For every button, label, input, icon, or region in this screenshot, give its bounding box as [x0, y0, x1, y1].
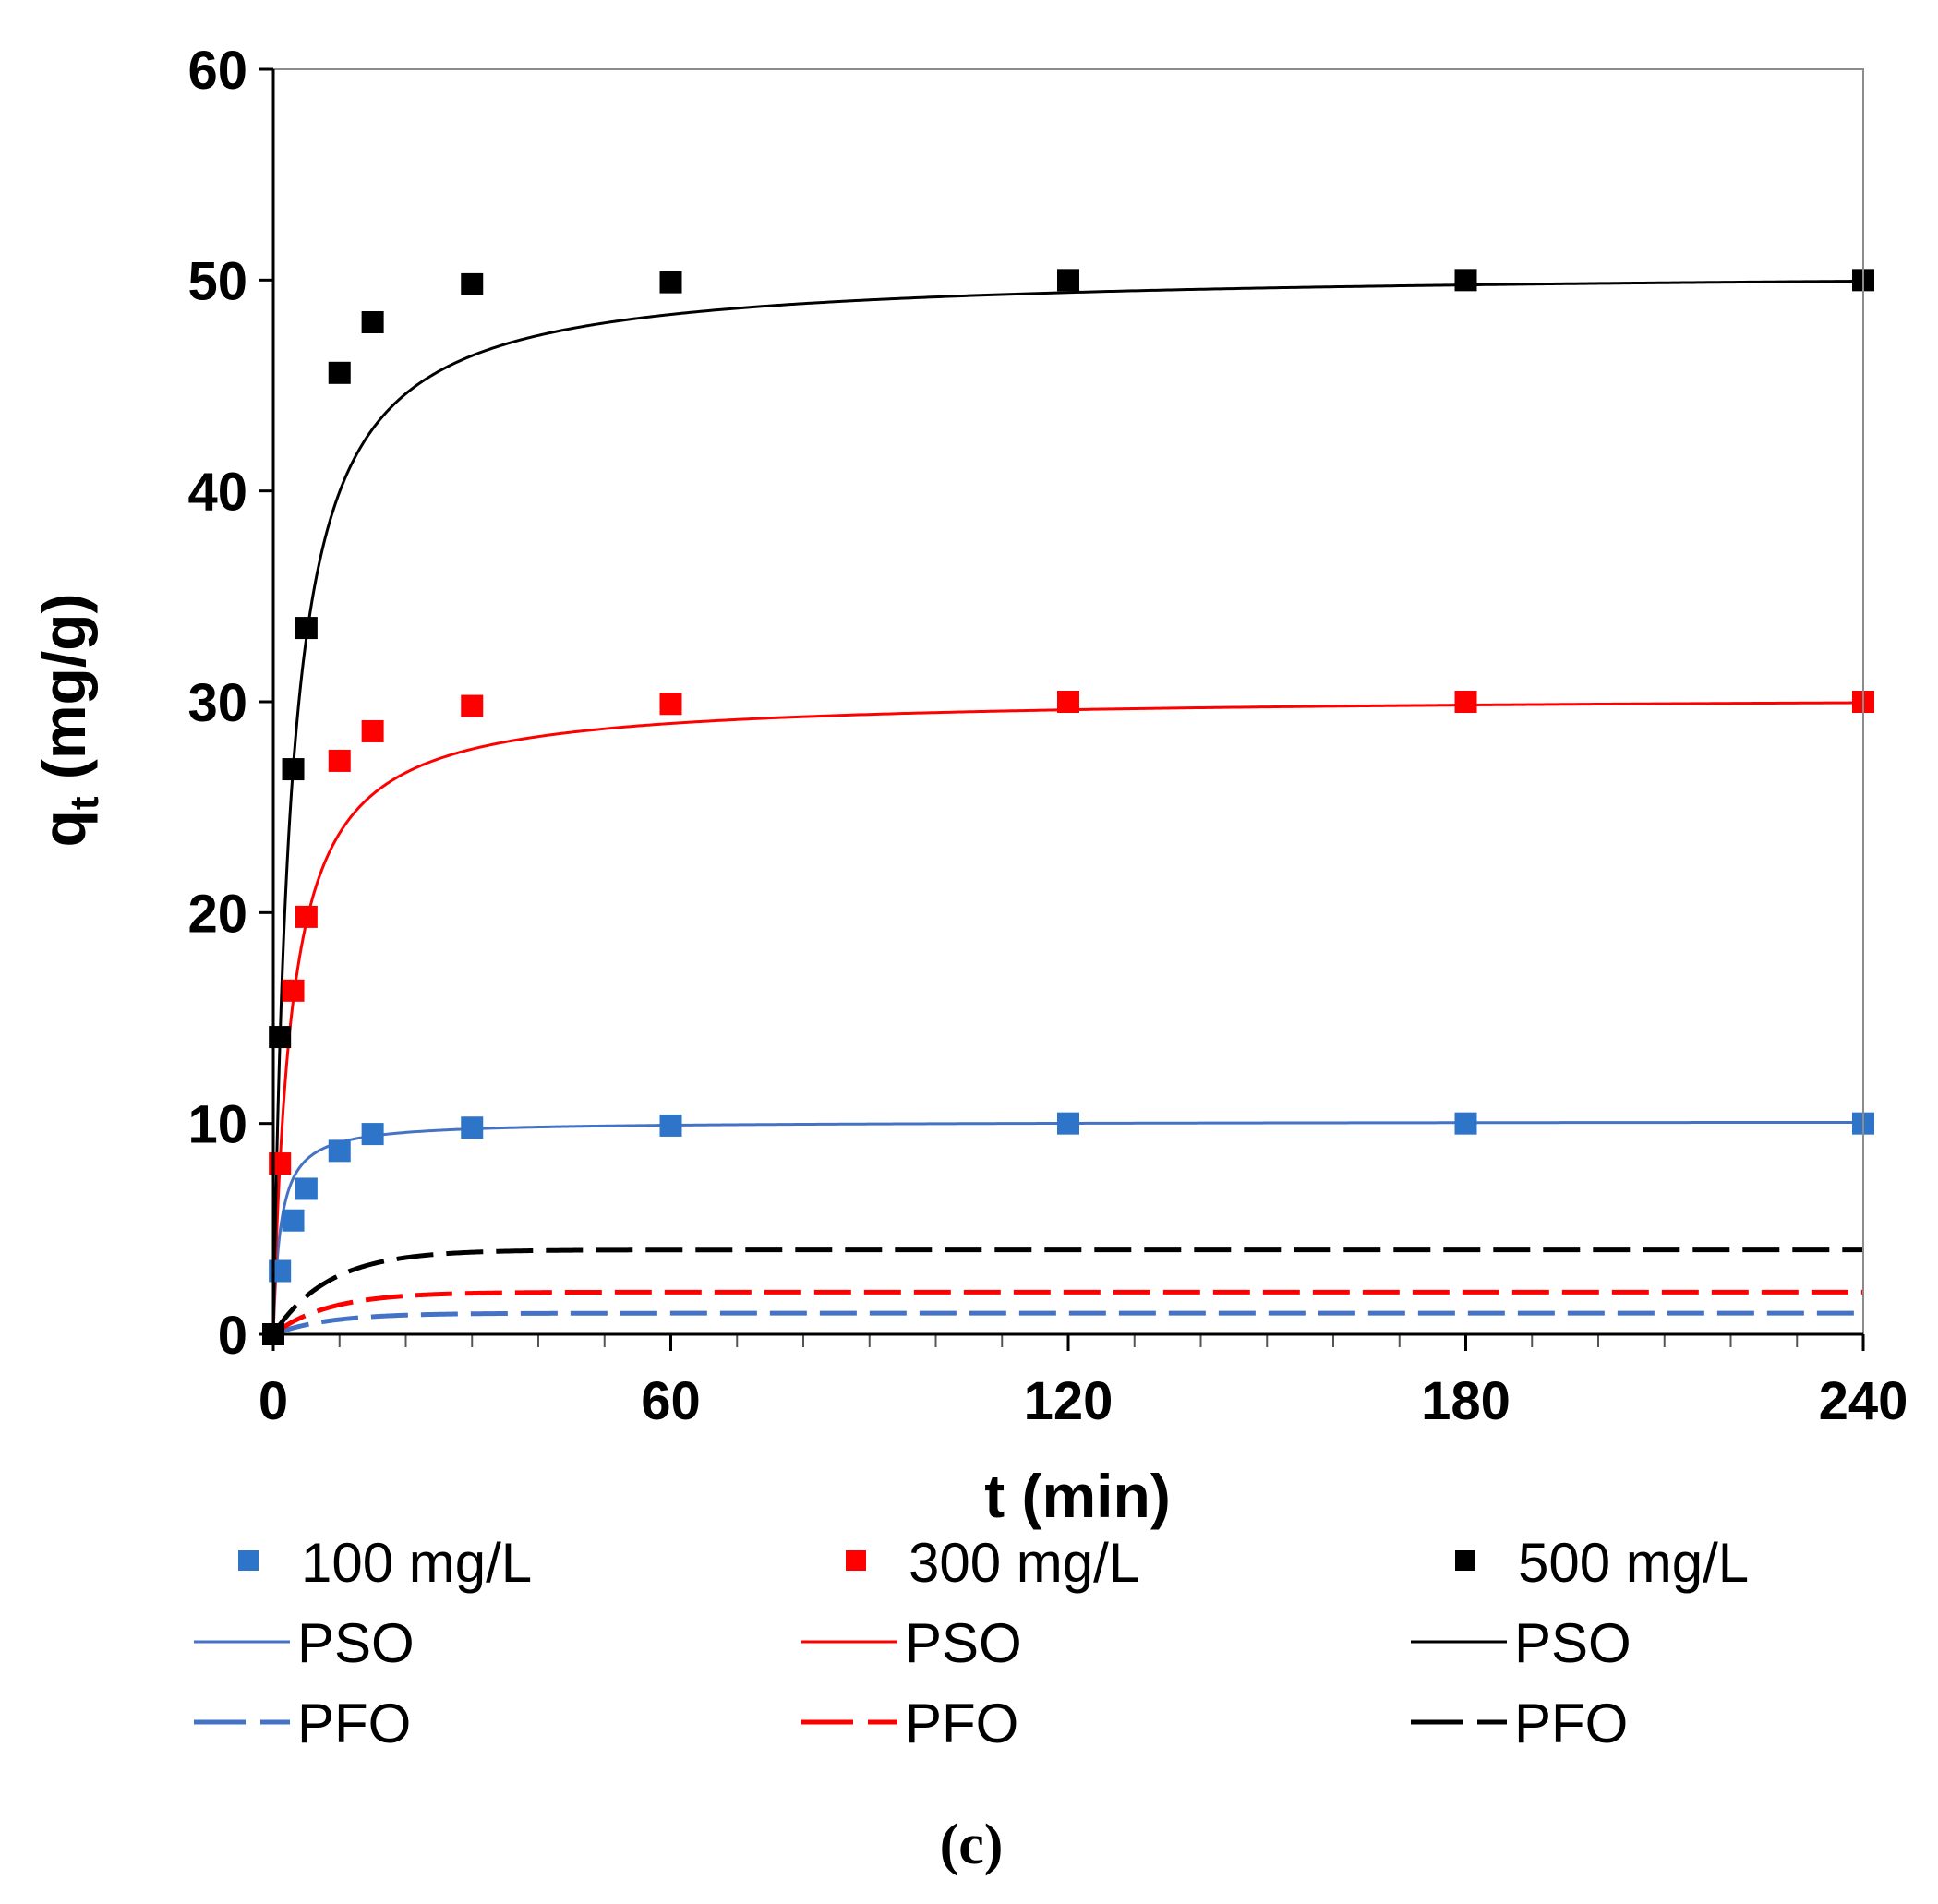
legend-marker-100-mg-l: [238, 1550, 259, 1571]
y-tick-label: 20: [187, 884, 247, 944]
data-points: [262, 269, 1874, 1345]
point-500-mg-l: [461, 272, 484, 295]
point-500-mg-l: [1057, 269, 1079, 292]
pfo-fit-300-mg-l: [271, 1289, 1863, 1337]
legend-marker-300-mg-l: [846, 1550, 866, 1571]
y-axis-title: qt (mg/g): [30, 594, 107, 848]
y-tick-label: 60: [187, 41, 247, 101]
y-tick-label: 10: [187, 1095, 247, 1155]
pso-fit-500-mg-l: [271, 279, 1864, 1334]
legend-label-pfo-100-mg-l: PFO: [297, 1693, 411, 1754]
point-100-mg-l: [1454, 1112, 1477, 1135]
point-300-mg-l: [361, 719, 384, 742]
y-tick-label: 0: [218, 1306, 247, 1366]
point-300-mg-l: [295, 905, 318, 928]
point-100-mg-l: [461, 1116, 484, 1139]
x-tick-label: 60: [641, 1371, 701, 1431]
legend-label-500-mg-l: 500 mg/L: [1518, 1532, 1749, 1594]
point-100-mg-l: [659, 1114, 682, 1137]
pfo-fit-500-mg-l: [271, 1247, 1863, 1336]
legend-label-pso-100-mg-l: PSO: [297, 1612, 415, 1674]
x-tick-label: 0: [259, 1371, 288, 1431]
point-300-mg-l: [659, 693, 682, 716]
legend-label-100-mg-l: 100 mg/L: [301, 1532, 532, 1594]
x-axis-title: t (min): [984, 1462, 1171, 1530]
point-500-mg-l: [295, 617, 318, 640]
pso-fit-300-mg-l: [271, 701, 1864, 1334]
point-500-mg-l: [659, 271, 682, 294]
point-500-mg-l: [1454, 269, 1477, 292]
y-axis-title-main: q: [30, 810, 98, 847]
point-300-mg-l: [1057, 691, 1079, 713]
legend-marker-500-mg-l: [1455, 1550, 1475, 1571]
legend-label-pfo-300-mg-l: PFO: [905, 1693, 1018, 1754]
point-300-mg-l: [328, 749, 351, 772]
x-tick-label: 180: [1421, 1371, 1511, 1431]
y-tick-label: 40: [187, 463, 247, 523]
y-tick-label: 30: [187, 673, 247, 733]
x-tick-label: 240: [1819, 1371, 1908, 1431]
point-100-mg-l: [361, 1123, 384, 1146]
point-100-mg-l: [1057, 1112, 1079, 1135]
pso-fit-100-mg-l: [271, 1120, 1863, 1334]
legend: 100 mg/L PSO PFO 300 mg/L PSO PFO 500 mg/L PSO P…: [194, 1532, 1749, 1754]
point-100-mg-l: [295, 1177, 318, 1200]
pfo-fit-100-mg-l: [271, 1310, 1863, 1337]
point-300-mg-l: [1454, 691, 1477, 713]
point-500-mg-l: [328, 361, 351, 384]
fit-curves: [271, 279, 1864, 1337]
x-tick-label: 120: [1024, 1371, 1113, 1431]
y-axis-title-units: (mg/g): [30, 594, 98, 797]
y-axis-title-subscript: t: [62, 796, 107, 810]
axes: 0 10 20 30 40 50 60 0 60 120 180 240: [187, 41, 1908, 1431]
point-300-mg-l: [282, 979, 305, 1002]
panel-label: (c): [940, 1814, 1004, 1876]
legend-label-pso-300-mg-l: PSO: [905, 1612, 1022, 1674]
point-500-mg-l: [361, 311, 384, 333]
point-100-mg-l: [282, 1209, 305, 1232]
legend-label-pso-500-mg-l: PSO: [1514, 1612, 1631, 1674]
point-100-mg-l: [328, 1139, 351, 1163]
legend-label-300-mg-l: 300 mg/L: [909, 1532, 1139, 1594]
y-tick-label: 50: [187, 251, 247, 311]
point-300-mg-l: [461, 694, 484, 717]
point-500-mg-l: [282, 758, 305, 781]
legend-label-pfo-500-mg-l: PFO: [1514, 1693, 1628, 1754]
